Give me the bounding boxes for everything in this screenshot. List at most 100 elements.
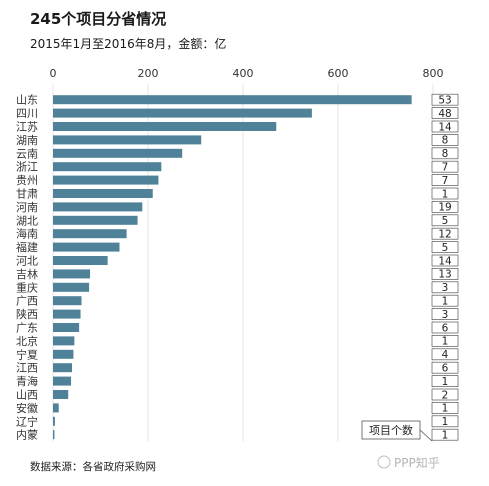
count-box <box>431 187 459 200</box>
project-count-label: 5 <box>442 215 449 227</box>
project-count-label: 14 <box>438 121 452 133</box>
project-count-label: 3 <box>442 309 449 321</box>
category-label: 云南 <box>16 147 38 160</box>
project-count-label: 1 <box>442 336 449 348</box>
project-count-label: 2 <box>442 389 449 401</box>
count-box <box>431 241 459 253</box>
category-label: 山东 <box>16 94 38 107</box>
count-box <box>431 227 459 240</box>
category-labels: 山东四川江苏湖南云南浙江贵州甘肃河南湖北海南福建河北吉林重庆广西陕西广东北京宁夏… <box>16 94 38 442</box>
count-box <box>431 415 459 428</box>
project-count-label: 48 <box>438 108 451 120</box>
bar <box>53 256 108 265</box>
watermark-text: PPP知乎 <box>394 456 440 470</box>
category-label: 青海 <box>16 374 38 388</box>
category-label: 重庆 <box>16 280 38 294</box>
category-label: 四川 <box>16 107 38 120</box>
category-label: 北京 <box>16 334 38 348</box>
count-box <box>431 134 459 146</box>
x-tick-label: 0 <box>50 67 57 80</box>
count-box <box>431 160 459 173</box>
bar <box>53 309 81 319</box>
category-label: 广东 <box>16 322 38 335</box>
category-label: 福建 <box>16 240 38 254</box>
bar <box>53 430 55 440</box>
legend-callout: 项目个数 <box>361 420 433 442</box>
bars <box>53 95 412 440</box>
category-label: 吉林 <box>16 267 38 281</box>
wechat-icon <box>377 455 391 469</box>
project-count-label: 13 <box>438 269 451 281</box>
project-count-label: 19 <box>438 202 451 214</box>
count-box <box>431 294 459 307</box>
count-box <box>431 361 459 374</box>
count-box <box>431 402 459 414</box>
project-count-label: 5 <box>442 242 449 254</box>
chart-subtitle: 2015年1月至2016年8月，金额：亿 <box>30 36 226 51</box>
project-count-label: 1 <box>442 430 449 442</box>
category-label: 江苏 <box>16 121 38 134</box>
count-box <box>431 281 459 294</box>
category-label: 辽宁 <box>16 414 38 428</box>
bar <box>53 122 277 131</box>
count-box <box>431 428 459 441</box>
bar <box>53 215 138 225</box>
count-box <box>431 308 459 320</box>
legend-pointer <box>419 429 433 442</box>
count-box <box>431 348 459 361</box>
category-label: 河北 <box>16 255 38 268</box>
count-box <box>431 107 459 119</box>
x-tick-label: 400 <box>233 67 254 80</box>
source-note: 数据来源：各省政府采购网 <box>30 460 156 473</box>
bar <box>53 162 162 172</box>
legend-label: 项目个数 <box>369 424 413 437</box>
project-count-label: 4 <box>442 349 449 361</box>
category-label: 广西 <box>16 295 38 308</box>
category-label: 浙江 <box>16 161 38 174</box>
project-count-label: 12 <box>438 229 451 241</box>
bar <box>53 95 412 105</box>
category-label: 陕西 <box>16 307 38 321</box>
category-label: 海南 <box>16 227 38 241</box>
bar <box>53 269 91 279</box>
project-count-label: 1 <box>442 296 449 308</box>
bar <box>53 363 72 373</box>
bar <box>53 390 69 399</box>
count-box <box>431 120 459 133</box>
count-box <box>431 93 459 106</box>
count-box <box>431 321 459 334</box>
bar <box>53 282 90 292</box>
bar <box>53 242 120 252</box>
category-label: 河南 <box>16 201 38 214</box>
category-label: 江西 <box>16 362 38 375</box>
count-box <box>431 201 459 213</box>
bar <box>53 108 312 118</box>
bar <box>53 296 82 306</box>
count-box <box>431 268 459 280</box>
x-tick-label: 800 <box>423 67 444 80</box>
project-count-label: 8 <box>442 148 449 160</box>
bar <box>53 349 74 359</box>
bar <box>53 148 183 158</box>
count-box <box>431 147 459 160</box>
project-count-label: 1 <box>442 403 449 415</box>
bar <box>53 323 80 332</box>
project-count-label: 3 <box>442 282 449 294</box>
watermark: PPP知乎 <box>377 455 440 470</box>
project-count-label: 7 <box>442 162 449 174</box>
x-tick-label: 200 <box>138 67 159 80</box>
count-box <box>431 174 459 186</box>
x-tick-label: 600 <box>328 67 349 80</box>
project-count-label: 8 <box>442 135 449 147</box>
bar <box>53 202 143 212</box>
project-count-label: 6 <box>442 363 449 375</box>
chart-title: 245个项目分省情况 <box>30 10 166 28</box>
bar <box>53 403 59 413</box>
bar <box>53 376 72 386</box>
count-box <box>431 375 459 387</box>
x-axis: 0 200 400 600 800 <box>50 67 444 80</box>
category-label: 甘肃 <box>16 188 38 201</box>
category-label: 山西 <box>16 389 38 402</box>
project-count-label: 1 <box>442 188 449 200</box>
